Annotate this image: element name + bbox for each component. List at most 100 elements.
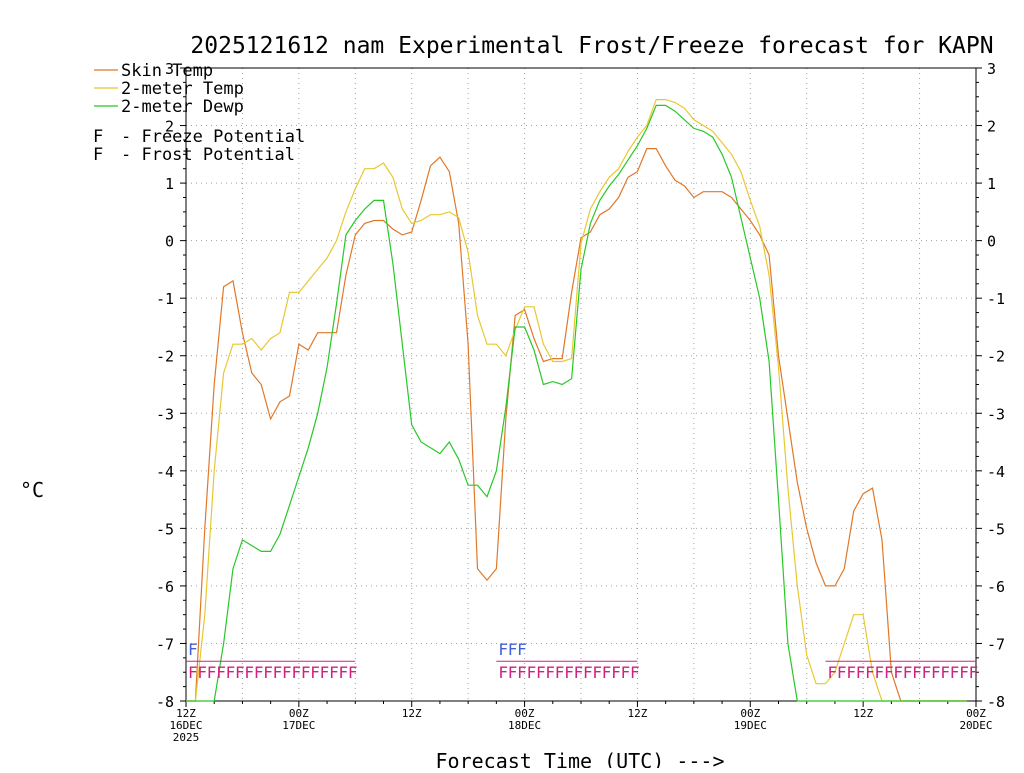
- freeze-potential-mark: F: [912, 663, 922, 682]
- freeze-potential-mark: F: [875, 663, 885, 682]
- freeze-potential-mark: F: [940, 663, 950, 682]
- freeze-potential-mark: F: [555, 663, 565, 682]
- y-tick-label-right: -4: [987, 463, 1005, 481]
- freeze-potential-mark: F: [235, 663, 245, 682]
- freeze-potential-mark: F: [931, 663, 941, 682]
- x-tick-label: 12Z: [853, 707, 873, 720]
- freeze-potential-mark: F: [564, 663, 574, 682]
- freeze-potential-mark: F: [197, 663, 207, 682]
- y-tick-label-right: 1: [987, 175, 996, 193]
- y-tick-label: -5: [156, 520, 174, 538]
- freeze-potential-mark: F: [527, 663, 537, 682]
- freeze-potential-mark: F: [903, 663, 913, 682]
- freeze-potential-mark: F: [545, 663, 555, 682]
- x-tick-label: 20DEC: [959, 719, 992, 732]
- chart-title: 2025121612 nam Experimental Frost/Freeze…: [190, 33, 993, 59]
- freeze-potential-mark: F: [630, 663, 640, 682]
- y-tick-label: -3: [156, 405, 174, 423]
- y-tick-label-right: -6: [987, 578, 1005, 596]
- freeze-potential-mark: F: [226, 663, 236, 682]
- freeze-potential-mark: F: [611, 663, 621, 682]
- x-tick-label: 2025: [173, 731, 200, 744]
- freeze-potential-mark: F: [950, 663, 960, 682]
- y-tick-label: 2: [165, 118, 174, 136]
- frost-potential-mark: F: [508, 640, 518, 659]
- freeze-potential-mark: F: [254, 663, 264, 682]
- y-tick-label-right: -2: [987, 348, 1005, 366]
- freeze-potential-mark: F: [329, 663, 339, 682]
- freeze-potential-mark: F: [865, 663, 875, 682]
- freeze-potential-mark: F: [583, 663, 593, 682]
- freeze-potential-mark: F: [216, 663, 226, 682]
- freeze-potential-mark: F: [207, 663, 217, 682]
- legend-label: 2-meter Dewp: [121, 97, 244, 117]
- y-tick-label: -1: [156, 290, 174, 308]
- y-tick-label: 1: [165, 175, 174, 193]
- x-tick-label: 16DEC: [169, 719, 202, 732]
- y-tick-label-right: -8: [987, 693, 1005, 711]
- y-tick-label-right: -7: [987, 635, 1005, 653]
- freeze-potential-mark: F: [273, 663, 283, 682]
- freeze-potential-mark: F: [959, 663, 969, 682]
- series-line-skin-temp: [186, 148, 967, 702]
- freeze-potential-mark: F: [846, 663, 856, 682]
- freeze-potential-mark: F: [592, 663, 602, 682]
- series-line-2-meter-dewp: [186, 104, 967, 702]
- freeze-potential-mark: F: [508, 663, 518, 682]
- y-axis-left: -8 -7 -6 -5 -4 -3 -2 -1 0 1 2 3: [156, 60, 186, 711]
- freeze-potential-mark: F: [282, 663, 292, 682]
- y-tick-label: 3: [165, 60, 174, 78]
- y-tick-label-right: 3: [987, 60, 996, 78]
- y-tick-label: 0: [165, 233, 174, 251]
- y-axis-right: -8 -7 -6 -5 -4 -3 -2 -1 0 1 2 3: [976, 60, 1005, 711]
- x-tick-label: 12Z: [627, 707, 647, 720]
- freeze-potential-mark: F: [517, 663, 527, 682]
- x-tick-label: 17DEC: [282, 719, 315, 732]
- x-tick-label: 19DEC: [734, 719, 767, 732]
- freeze-potential-mark: F: [348, 663, 358, 682]
- y-tick-label-right: -1: [987, 290, 1005, 308]
- x-tick-label: 18DEC: [508, 719, 541, 732]
- freeze-potential-mark: F: [536, 663, 546, 682]
- freeze-potential-mark: F: [244, 663, 254, 682]
- freeze-potential-mark: F: [893, 663, 903, 682]
- frost-potential-mark: F: [517, 640, 527, 659]
- x-axis-label: Forecast Time (UTC) --->: [436, 749, 725, 768]
- freeze-potential-mark: F: [310, 663, 320, 682]
- freeze-potential-mark: F: [621, 663, 631, 682]
- series-lines: [186, 98, 967, 702]
- grid: [186, 68, 976, 701]
- y-tick-label-right: 2: [987, 118, 996, 136]
- freeze-potential-mark: F: [338, 663, 348, 682]
- x-tick-label: 00Z: [966, 707, 986, 720]
- x-tick-label: 00Z: [515, 707, 535, 720]
- series-line-2-meter-temp: [186, 98, 967, 702]
- freeze-potential-mark: F: [291, 663, 301, 682]
- legend-potential-symbol: F: [93, 127, 103, 147]
- x-tick-label: 00Z: [740, 707, 760, 720]
- freeze-potential-mark: F: [602, 663, 612, 682]
- freeze-potential-mark: F: [574, 663, 584, 682]
- freeze-potential-mark: F: [922, 663, 932, 682]
- y-tick-label: -7: [156, 635, 174, 653]
- freeze-potential-mark: F: [320, 663, 330, 682]
- y-tick-label: -4: [156, 463, 174, 481]
- freeze-potential-mark: F: [856, 663, 866, 682]
- freeze-potential-mark: F: [301, 663, 311, 682]
- y-tick-label-right: 0: [987, 233, 996, 251]
- freeze-potential-mark: F: [498, 663, 508, 682]
- legend-potential-label: - Freeze Potential: [121, 127, 305, 147]
- freeze-potential-mark: F: [969, 663, 979, 682]
- frost-potential-mark: F: [498, 640, 508, 659]
- x-tick-label: 12Z: [176, 707, 196, 720]
- frost-potential-mark: F: [188, 640, 198, 659]
- legend-potential-symbol: F: [93, 145, 103, 165]
- freeze-potential-mark: F: [263, 663, 273, 682]
- legend-label: 2-meter Temp: [121, 79, 244, 99]
- y-tick-label: -8: [156, 693, 174, 711]
- y-tick-label: -2: [156, 348, 174, 366]
